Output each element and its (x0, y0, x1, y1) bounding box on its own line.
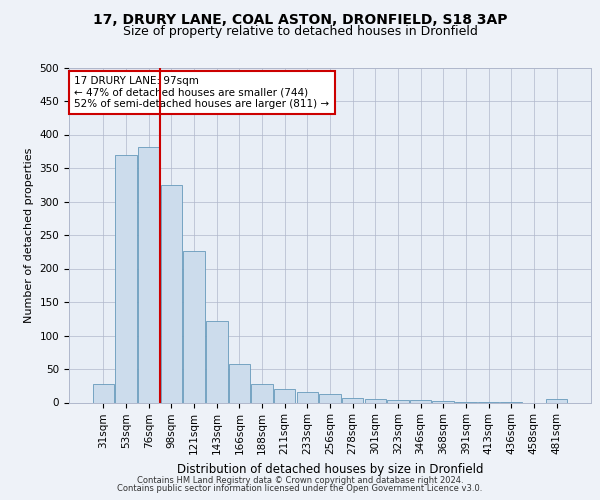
Bar (410, 400, 431, 402)
Bar (365, 399, 386, 402)
Bar (93, 384, 114, 402)
Bar (251, 384, 273, 402)
Bar (138, 146, 160, 402)
X-axis label: Distribution of detached houses by size in Dronfield: Distribution of detached houses by size … (177, 462, 483, 475)
Bar (229, 364, 250, 403)
Bar (433, 401, 454, 402)
Bar (115, 154, 137, 402)
Text: 17, DRURY LANE, COAL ASTON, DRONFIELD, S18 3AP: 17, DRURY LANE, COAL ASTON, DRONFIELD, S… (93, 12, 507, 26)
Bar (161, 184, 182, 402)
Bar (184, 251, 205, 402)
Bar (342, 398, 364, 402)
Bar (546, 399, 567, 402)
Bar (387, 400, 409, 402)
Text: 17 DRURY LANE: 97sqm
← 47% of detached houses are smaller (744)
52% of semi-deta: 17 DRURY LANE: 97sqm ← 47% of detached h… (74, 76, 329, 109)
Bar (206, 322, 227, 402)
Text: Contains HM Land Registry data © Crown copyright and database right 2024.: Contains HM Land Registry data © Crown c… (137, 476, 463, 485)
Text: Contains public sector information licensed under the Open Government Licence v3: Contains public sector information licen… (118, 484, 482, 493)
Bar (274, 389, 295, 402)
Y-axis label: Number of detached properties: Number of detached properties (24, 148, 34, 322)
Text: Size of property relative to detached houses in Dronfield: Size of property relative to detached ho… (122, 25, 478, 38)
Bar (296, 392, 318, 402)
Bar (319, 394, 341, 402)
